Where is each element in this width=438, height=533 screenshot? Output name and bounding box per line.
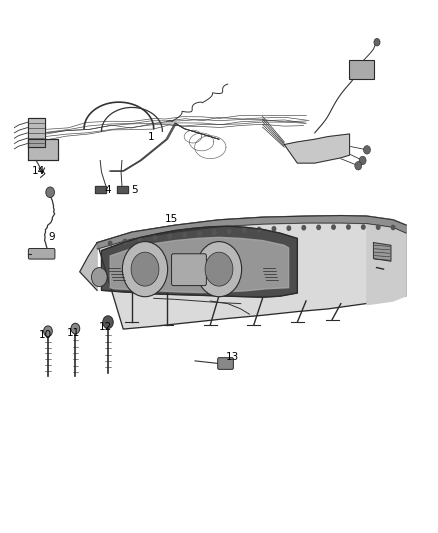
Circle shape — [198, 231, 201, 236]
Circle shape — [109, 241, 112, 246]
Circle shape — [376, 225, 380, 229]
Circle shape — [196, 241, 242, 297]
Circle shape — [391, 225, 395, 230]
Text: 15: 15 — [165, 214, 178, 224]
Polygon shape — [102, 226, 297, 297]
Text: 9: 9 — [48, 232, 55, 243]
Circle shape — [92, 268, 107, 287]
Circle shape — [287, 226, 290, 230]
Circle shape — [103, 316, 113, 328]
Text: 5: 5 — [131, 184, 138, 195]
Circle shape — [122, 241, 168, 297]
Circle shape — [124, 239, 127, 244]
Polygon shape — [95, 186, 106, 193]
Polygon shape — [110, 237, 289, 293]
Circle shape — [347, 225, 350, 229]
Circle shape — [138, 238, 142, 242]
Text: 4: 4 — [105, 184, 111, 195]
Circle shape — [71, 323, 80, 334]
Circle shape — [153, 236, 157, 240]
Text: 12: 12 — [99, 322, 113, 333]
Circle shape — [359, 156, 366, 165]
Circle shape — [258, 228, 261, 232]
Polygon shape — [28, 118, 45, 147]
Polygon shape — [117, 186, 127, 193]
Polygon shape — [80, 243, 97, 290]
Polygon shape — [28, 139, 58, 160]
Circle shape — [183, 233, 187, 237]
Circle shape — [332, 225, 335, 229]
Text: 13: 13 — [226, 352, 239, 361]
Text: 14: 14 — [32, 166, 45, 176]
FancyBboxPatch shape — [349, 60, 374, 79]
Circle shape — [168, 235, 172, 239]
Circle shape — [364, 146, 371, 154]
Polygon shape — [374, 243, 391, 261]
Circle shape — [272, 227, 276, 231]
Circle shape — [46, 187, 54, 198]
Polygon shape — [284, 134, 350, 163]
Circle shape — [355, 161, 362, 170]
Circle shape — [131, 252, 159, 286]
Circle shape — [243, 228, 246, 232]
FancyBboxPatch shape — [28, 248, 55, 259]
Polygon shape — [97, 216, 406, 249]
Circle shape — [213, 230, 216, 235]
Polygon shape — [97, 216, 406, 329]
Text: 11: 11 — [67, 328, 80, 338]
Circle shape — [228, 229, 231, 233]
Text: 1: 1 — [148, 132, 155, 142]
FancyBboxPatch shape — [218, 358, 233, 369]
Circle shape — [205, 252, 233, 286]
Circle shape — [374, 38, 380, 46]
Polygon shape — [367, 216, 406, 305]
Circle shape — [44, 326, 52, 336]
Circle shape — [317, 225, 320, 230]
Circle shape — [362, 225, 365, 229]
Text: 10: 10 — [39, 330, 52, 341]
Circle shape — [302, 225, 305, 230]
FancyBboxPatch shape — [172, 254, 206, 286]
